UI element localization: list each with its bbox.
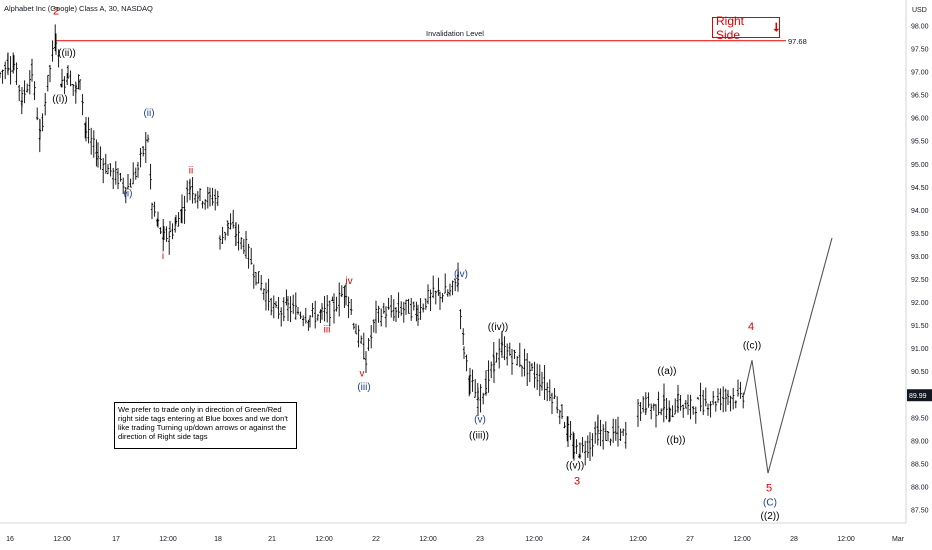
invalidation-value: 97.68 (788, 37, 807, 46)
x-tick-label: 21 (268, 536, 276, 543)
x-tick-label: 12:00 (629, 536, 647, 543)
y-tick-label: 91.00 (911, 346, 929, 353)
wave-label: (iv) (454, 269, 468, 280)
y-tick-label: 95.50 (911, 139, 929, 146)
wave-label: 3 (574, 476, 580, 488)
wave-label: (i) (124, 189, 133, 200)
y-tick-label: 92.00 (911, 300, 929, 307)
y-tick-label: 89.00 (911, 438, 929, 445)
wave-label: 4 (748, 321, 754, 333)
x-tick-label: 12:00 (419, 536, 437, 543)
wave-label: ((c)) (743, 341, 761, 352)
y-tick-label: 89.50 (911, 415, 929, 422)
x-tick-label: 12:00 (837, 536, 855, 543)
y-tick-label: 92.50 (911, 277, 929, 284)
wave-label: ((b)) (667, 435, 686, 446)
wave-label: v (360, 368, 365, 379)
wave-label: ((iii)) (469, 431, 489, 442)
wave-label: (v) (474, 414, 486, 425)
x-tick-label: 18 (214, 536, 222, 543)
x-tick-label: 23 (476, 536, 484, 543)
x-tick-label: Mar (892, 536, 905, 543)
y-tick-label: 94.00 (911, 208, 929, 215)
wave-label: ((a)) (658, 366, 677, 377)
y-tick-label: 95.00 (911, 162, 929, 169)
wave-label: (iii) (357, 382, 370, 393)
x-tick-label: 12:00 (733, 536, 751, 543)
x-tick-label: 16 (6, 536, 14, 543)
x-tick-label: 28 (790, 536, 798, 543)
projection-path (743, 237, 833, 474)
right-side-tag: Right Side ⭣ (712, 14, 780, 42)
wave-label: ((2)) (761, 511, 780, 522)
wave-label: (C) (763, 497, 777, 508)
y-tick-label: 91.50 (911, 323, 929, 330)
wave-label: i (162, 251, 164, 262)
x-tick-label: 12:00 (53, 536, 71, 543)
y-tick-label: 93.00 (911, 254, 929, 261)
wave-label: (ii) (143, 108, 154, 119)
wave-label: ((ii)) (58, 48, 76, 59)
y-tick-label: 88.50 (911, 461, 929, 468)
wave-label: 5 (766, 483, 772, 495)
wave-label: ii (189, 166, 193, 177)
y-tick-label: 94.50 (911, 185, 929, 192)
down-arrow-icon: ⭣ (773, 20, 779, 34)
x-tick-label: 12:00 (159, 536, 177, 543)
x-tick-label: 17 (112, 536, 120, 543)
invalidation-label: Invalidation Level (426, 29, 484, 38)
x-tick-label: 27 (686, 536, 694, 543)
y-tick-label: 93.50 (911, 231, 929, 238)
wave-label: ((iv)) (488, 322, 509, 333)
y-tick-label: 97.00 (911, 70, 929, 77)
wave-label: ((i)) (52, 94, 68, 105)
chart-header: Alphabet Inc (Google) Class A, 30, NASDA… (4, 4, 153, 13)
wave-label: iii (324, 325, 331, 336)
y-tick-label: 98.00 (911, 24, 929, 31)
x-tick-label: 22 (372, 536, 380, 543)
wave-label: ((v)) (566, 461, 584, 472)
trading-note: We prefer to trade only in direction of … (114, 402, 297, 449)
y-tick-label: 90.50 (911, 369, 929, 376)
currency-label: USD (912, 7, 927, 14)
y-tick-label: 87.50 (911, 508, 929, 515)
right-side-label: Right Side (716, 13, 745, 42)
x-tick-label: 24 (582, 536, 590, 543)
last-price-marker (907, 389, 932, 402)
y-tick-label: 88.00 (911, 484, 929, 491)
last-price-label: 89.99 (909, 393, 927, 400)
x-tick-label: 12:00 (525, 536, 543, 543)
wave-label: 2 (53, 5, 59, 17)
x-tick-label: 12:00 (315, 536, 333, 543)
y-tick-label: 96.00 (911, 116, 929, 123)
y-tick-label: 96.50 (911, 93, 929, 100)
y-tick-label: 97.50 (911, 47, 929, 54)
wave-label: iv (345, 276, 352, 287)
